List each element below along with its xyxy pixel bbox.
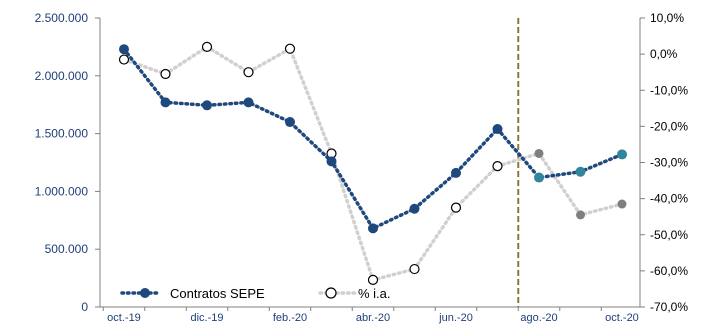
right-axis-tick-label: -70,0% <box>650 300 688 314</box>
right-axis-tick-label: -60,0% <box>650 264 688 278</box>
contratos-line <box>122 47 500 231</box>
right-axis-tick-label: -50,0% <box>650 228 688 242</box>
x-axis-tick-label: dic.-19 <box>190 312 223 324</box>
contratos-point <box>202 100 212 111</box>
series-group <box>118 41 627 286</box>
ia-point <box>160 68 171 80</box>
ia-line <box>122 44 500 283</box>
ia-point <box>243 67 254 78</box>
contratos-point <box>451 167 461 178</box>
ia-point <box>284 43 296 54</box>
x-axis-tick-label: feb.-20 <box>273 312 307 324</box>
legend: Contratos SEPE % i.a. <box>120 286 391 301</box>
left-axis-tick-label: 2.500.000 <box>35 11 89 25</box>
right-axis-tick-label: 10,0% <box>650 11 684 25</box>
x-axis-tick-label: jun.-20 <box>438 312 473 324</box>
contratos-point <box>575 166 586 177</box>
legend-label-ia: % i.a. <box>358 286 391 301</box>
ia-point <box>534 148 544 158</box>
contratos-point <box>534 172 544 183</box>
x-axis-tick-label: abr.-20 <box>356 312 390 324</box>
contratos-point <box>243 97 254 108</box>
contratos-line-forecast <box>495 127 624 180</box>
contratos-point <box>285 117 295 128</box>
contratos-point <box>119 44 129 55</box>
contratos-point <box>409 203 420 214</box>
contratos-point <box>617 149 627 160</box>
axes: 0 500.000 1.000.000 1.500.000 2.000.000 2.500… <box>35 11 689 324</box>
ia-point <box>576 210 585 220</box>
right-axis-tick-label: 0,0% <box>650 47 678 61</box>
right-axis-tick-label: -20,0% <box>650 119 688 133</box>
left-axis-tick-label: 2.000.000 <box>35 69 89 83</box>
ia-point <box>367 274 379 286</box>
right-axis-tick-label: -30,0% <box>650 156 688 170</box>
x-axis-tick-label: ago.-20 <box>520 312 557 324</box>
ia-point <box>450 202 462 213</box>
contratos-point <box>326 156 337 167</box>
ia-line-forecast <box>495 151 624 217</box>
contratos-point <box>368 223 378 234</box>
ia-point <box>118 54 130 65</box>
contratos-point <box>492 123 503 134</box>
right-axis-tick-label: -40,0% <box>650 192 688 206</box>
ia-point <box>617 199 627 209</box>
legend-label-contratos: Contratos SEPE <box>170 286 265 301</box>
left-axis-tick-label: 0 <box>81 300 88 314</box>
left-axis-tick-label: 1.500.000 <box>35 127 89 141</box>
ia-point <box>201 41 213 53</box>
left-axis-tick-label: 500.000 <box>45 242 89 256</box>
contratos-point <box>160 97 171 108</box>
x-axis-tick-label: oct.-19 <box>107 312 141 324</box>
ia-point <box>492 161 503 172</box>
legend-marker-ia <box>325 287 337 299</box>
right-axis-tick-label: -10,0% <box>650 83 688 97</box>
legend-marker-contratos <box>140 288 150 298</box>
ia-point <box>409 263 420 275</box>
left-axis-tick-label: 1.000.000 <box>35 184 89 198</box>
x-axis-tick-label: oct.-20 <box>605 312 639 324</box>
